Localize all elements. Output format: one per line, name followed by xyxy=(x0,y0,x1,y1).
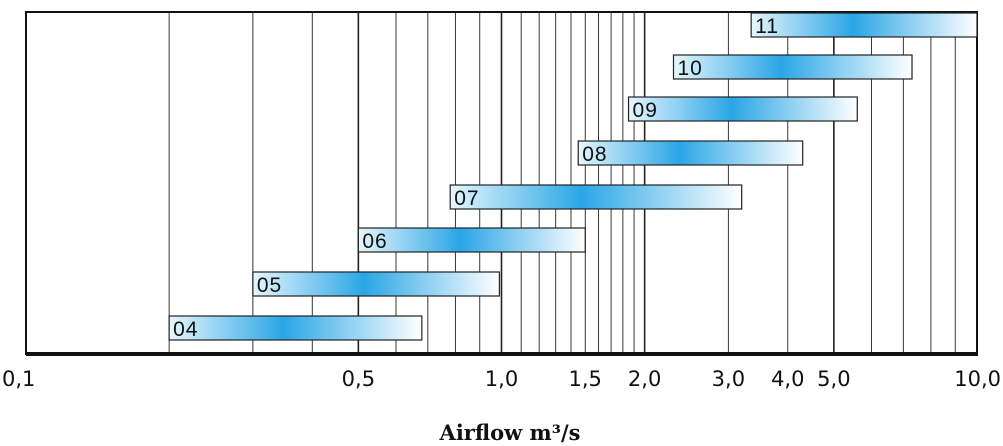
range-bar-10 xyxy=(672,54,913,80)
x-tick-label-0_5: 0,5 xyxy=(342,367,375,391)
x-tick-label-4_0: 4,0 xyxy=(771,367,804,391)
x-tick-label-5_0: 5,0 xyxy=(817,367,850,391)
x-tick-label-3_0: 3,0 xyxy=(712,367,745,391)
range-bar-07 xyxy=(449,184,743,210)
range-bar-label-06: 06 xyxy=(362,230,387,253)
range-bar-label-10: 10 xyxy=(678,57,703,80)
range-bar-label-09: 09 xyxy=(633,99,658,122)
range-bar-08 xyxy=(577,140,804,166)
range-bars: 04 05 06 07 08 09 10 11 xyxy=(168,12,978,341)
x-tick-label-2_0: 2,0 xyxy=(628,367,661,391)
range-bar-05 xyxy=(252,271,501,297)
x-tick-label-10_0: 10,0 xyxy=(954,367,1001,391)
range-bar-11 xyxy=(750,12,978,38)
range-bar-label-08: 08 xyxy=(582,143,607,166)
range-bar-04 xyxy=(168,315,423,341)
x-axis-title: Airflow m³/s xyxy=(439,420,581,445)
range-bar-label-07: 07 xyxy=(454,187,479,210)
x-tick-labels: 0,1 0,5 1,0 1,5 2,0 3,0 4,0 5,0 10,0 xyxy=(2,367,1001,391)
range-bar-label-04: 04 xyxy=(173,318,198,341)
range-bar-06 xyxy=(357,227,586,253)
x-tick-label-1_0: 1,0 xyxy=(485,367,518,391)
x-tick-label-1_5: 1,5 xyxy=(569,367,602,391)
range-bar-label-05: 05 xyxy=(257,274,282,297)
range-bar-label-11: 11 xyxy=(755,15,779,38)
x-tick-label-0_1: 0,1 xyxy=(2,367,35,391)
range-bar-09 xyxy=(627,96,858,122)
